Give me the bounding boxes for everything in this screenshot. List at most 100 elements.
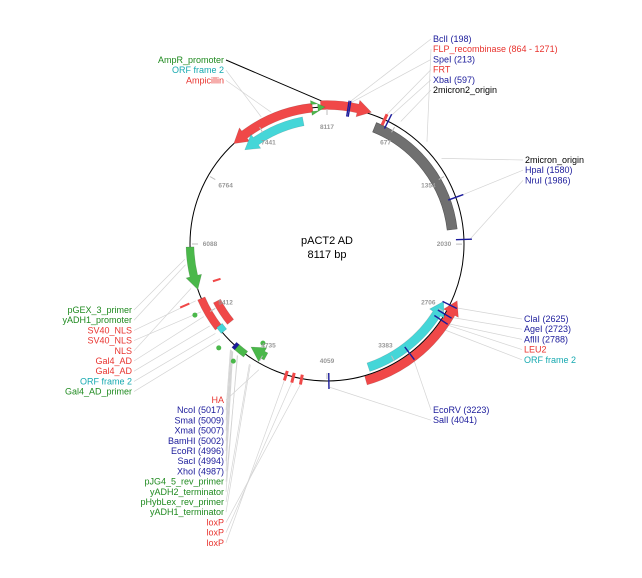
- tick-label: 1354: [421, 183, 436, 190]
- feature-label: ORF frame 2: [524, 355, 576, 365]
- feature-label: loxP: [206, 538, 224, 548]
- feature-label: BamHI (5002): [168, 436, 224, 446]
- feature-label: Ampicillin: [186, 75, 224, 85]
- feature-label: 2micron_origin: [525, 155, 584, 165]
- tick-label: 7441: [261, 140, 276, 147]
- connector-line: [225, 349, 231, 411]
- tick-label: 4735: [261, 342, 276, 349]
- feature-label: AgeI (2723): [524, 324, 571, 334]
- feature-label: AmpR_promoter: [158, 55, 224, 65]
- feature-label: SacI (4994): [177, 456, 224, 466]
- feature-label: XbaI (597): [433, 75, 475, 85]
- arc-ampicillin: [233, 102, 314, 144]
- connector-line: [225, 380, 285, 543]
- connector-line: [445, 324, 523, 350]
- connector-line: [348, 38, 432, 103]
- feature-label: yADH2_terminator: [150, 487, 224, 497]
- feature-label: NcoI (5017): [177, 405, 224, 415]
- connector-line: [225, 355, 238, 492]
- enzyme-cut-site: [442, 300, 458, 310]
- connector-line: [225, 382, 293, 533]
- connector-line: [461, 169, 524, 196]
- loxp-mark: [290, 372, 296, 383]
- arc-sv40-nls: [212, 298, 235, 325]
- nls-mark: [212, 277, 221, 283]
- enzyme-cut-site: [404, 346, 415, 361]
- connector-line: [225, 369, 260, 401]
- arc-orf-frame2-gal4: [216, 323, 228, 334]
- feature-label: XmaI (5007): [174, 426, 224, 436]
- loxp-mark: [282, 370, 289, 381]
- feature-label: ClaI (2625): [524, 314, 569, 324]
- feature-label: Gal4_AD: [95, 356, 132, 366]
- connector-line: [441, 328, 523, 361]
- tick-mark: [438, 308, 445, 312]
- connector-line: [455, 307, 523, 320]
- feature-arcs: [179, 99, 472, 389]
- arc-orf-frame2-left: [244, 116, 305, 151]
- feature-label: pJG4_5_rev_primer: [144, 477, 224, 487]
- connector-line: [445, 322, 523, 340]
- primer-arrow: [260, 340, 266, 346]
- feature-label: SmaI (5009): [174, 415, 224, 425]
- connector-line: [133, 264, 186, 321]
- feature-label: SV40_NLS: [87, 336, 132, 346]
- feature-label: SpeI (213): [433, 54, 475, 64]
- feature-label: ORF frame 2: [172, 65, 224, 75]
- tick-mark: [259, 355, 263, 362]
- connector-line: [225, 80, 272, 113]
- plasmid-length: 8117 bp: [308, 249, 347, 261]
- arc-gal4-ad: [197, 296, 223, 331]
- tick-label: 6764: [218, 183, 233, 190]
- arc-yadh1-terminator: [250, 346, 269, 363]
- connector-line: [400, 89, 432, 122]
- connector-line: [225, 364, 251, 513]
- feature-label: loxP: [206, 517, 224, 527]
- feature-label: AflII (2788): [524, 334, 568, 344]
- connector-line: [225, 384, 301, 523]
- tick-label: 3383: [378, 342, 393, 349]
- feature-label: yADH1_terminator: [150, 507, 224, 517]
- connector-line: [426, 49, 432, 142]
- feature-label: pHybLex_rev_primer: [140, 497, 224, 507]
- connector-line: [225, 364, 250, 503]
- primer-arrow: [216, 345, 222, 351]
- arc-leu2: [364, 300, 459, 386]
- tick-label: 5412: [218, 299, 233, 306]
- feature-label: FRT: [433, 65, 451, 75]
- tick-label: 2030: [437, 241, 452, 248]
- tick-label: 8117: [320, 124, 334, 131]
- connector-line: [350, 59, 432, 104]
- feature-label: loxP: [206, 528, 224, 538]
- tick-mark: [391, 126, 395, 133]
- enzyme-cut-site: [437, 309, 452, 319]
- connector-line: [225, 351, 234, 472]
- connector-line: [225, 350, 232, 441]
- tick-mark: [438, 176, 445, 181]
- tick-label: 677: [380, 140, 391, 147]
- connector-line: [225, 351, 233, 462]
- feature-label: Gal4_AD_primer: [65, 387, 132, 397]
- connector-line: [328, 386, 432, 421]
- arc-flp-recombinase: [320, 99, 372, 118]
- tick-marks: 8117 677 1354 2030 2706 3383 4059 4735 5412 6088 6…: [191, 109, 463, 380]
- connector-line: [449, 316, 523, 330]
- feature-label: Gal4_AD: [95, 366, 132, 376]
- feature-label: pGEX_3_primer: [67, 305, 132, 315]
- tick-mark: [390, 355, 395, 362]
- tick-mark: [209, 308, 216, 312]
- enzyme-cut-site: [383, 113, 393, 129]
- sv40-nls-mark: [179, 302, 190, 309]
- tick-mark: [259, 126, 263, 133]
- connector-line: [133, 316, 204, 362]
- feature-label: EcoRI (4996): [171, 446, 224, 456]
- enzyme-cut-site: [455, 238, 472, 241]
- tick-mark: [209, 176, 216, 180]
- feature-label: NruI (1986): [525, 175, 571, 185]
- feature-label: SalI (4041): [433, 415, 477, 425]
- feature-label: BclI (198): [433, 34, 472, 44]
- feature-label: 2micron2_origin: [433, 85, 497, 95]
- enzyme-cut-site: [346, 100, 350, 117]
- feature-label: SV40_NLS: [87, 325, 132, 335]
